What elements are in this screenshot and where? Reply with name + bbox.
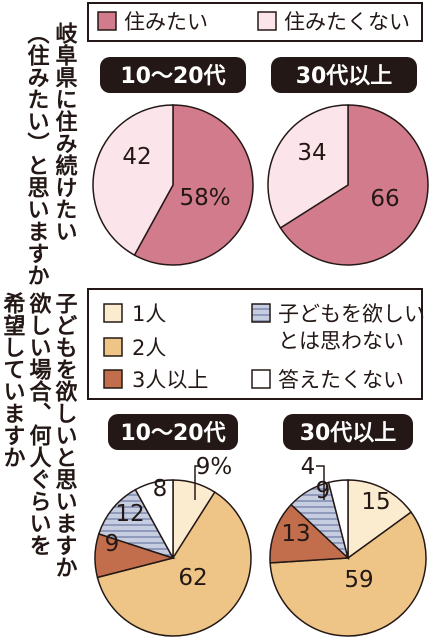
legend-1-label-1: 住みたくない — [284, 10, 410, 34]
header-2-bg — [271, 57, 417, 93]
legend-2-label-2nin: 2人 — [132, 336, 166, 360]
pie-1-slice-0 — [279, 104, 429, 266]
pie-2-label-2: 9 — [105, 531, 120, 557]
legend-2-swatch-nochild — [251, 303, 271, 323]
pie-3-callout-line — [316, 465, 325, 500]
pie-3-slice-0 — [347, 479, 413, 560]
header-1: 10～20代 — [120, 64, 225, 89]
pie-0-slice-0 — [133, 104, 254, 266]
pie-2-label-4: 8 — [153, 476, 168, 502]
question-2-line-3: 希望していますか — [0, 291, 26, 468]
pie-0-label-0: 58% — [179, 185, 230, 211]
legend-1-swatch-1 — [257, 11, 277, 31]
header-1-bg — [100, 57, 246, 93]
legend-2-swatch-2nin — [103, 337, 123, 357]
pie-3-label-4: 4 — [301, 454, 316, 480]
legend-2-label-noanswer: 答えたくない — [278, 368, 404, 392]
pie-2-callout-line — [194, 465, 201, 500]
pie-2-slice-4 — [134, 479, 174, 559]
legend-1-swatch-0 — [97, 11, 117, 31]
legend-2-label-nochild-1: 子どもを欲しい — [278, 302, 425, 326]
legend-2-label-nochild-2: とは思わない — [278, 329, 404, 353]
question-1-line-1: 岐阜県に住み続けたい — [52, 22, 78, 242]
question-1-line-2: （住みたい）と思いますか — [24, 22, 50, 286]
pie-3-label-2: 13 — [281, 521, 310, 547]
pie-0-label-1: 42 — [122, 144, 151, 170]
header-2: 30代以上 — [296, 64, 393, 89]
legend-2-swatch-3nin — [103, 369, 123, 389]
legend-2-swatch-noanswer — [251, 369, 271, 389]
header-3-bg — [108, 414, 238, 450]
pie-2-slice-1 — [96, 491, 252, 637]
legend-1-label-0: 住みたい — [124, 10, 208, 34]
legend-2-swatch-1nin — [103, 303, 123, 323]
pie-2-label-1: 62 — [178, 565, 207, 591]
pie-2-label-3: 12 — [115, 501, 144, 527]
header-4-bg — [283, 414, 413, 450]
pie-3-label-0: 15 — [361, 489, 390, 515]
pie-3-label-1: 59 — [344, 567, 373, 593]
header-4: 30代以上 — [300, 421, 397, 446]
legend-2-label-3nin: 3人以上 — [132, 368, 208, 392]
pie-3-slice-2 — [269, 503, 350, 564]
pie-1-label-1: 34 — [297, 140, 326, 166]
pie-0-slice-1 — [92, 104, 174, 257]
legend-2-label-1nin: 1人 — [132, 302, 166, 326]
pie-3-slice-1 — [269, 511, 427, 637]
legend-1-box — [87, 2, 423, 42]
header-3: 10～20代 — [120, 421, 225, 446]
pie-3-slice-4 — [327, 479, 349, 559]
pie-3-label-3: 9 — [316, 478, 331, 504]
question-2-line-1: 子どもを欲しいと思いますか — [52, 292, 79, 578]
pie-1-label-0: 66 — [370, 186, 399, 212]
pie-1-slice-1 — [267, 104, 349, 229]
question-2-line-2: 欲しい場合、何人ぐらいを — [26, 291, 53, 556]
pie-2-label-0: 9% — [196, 454, 233, 480]
